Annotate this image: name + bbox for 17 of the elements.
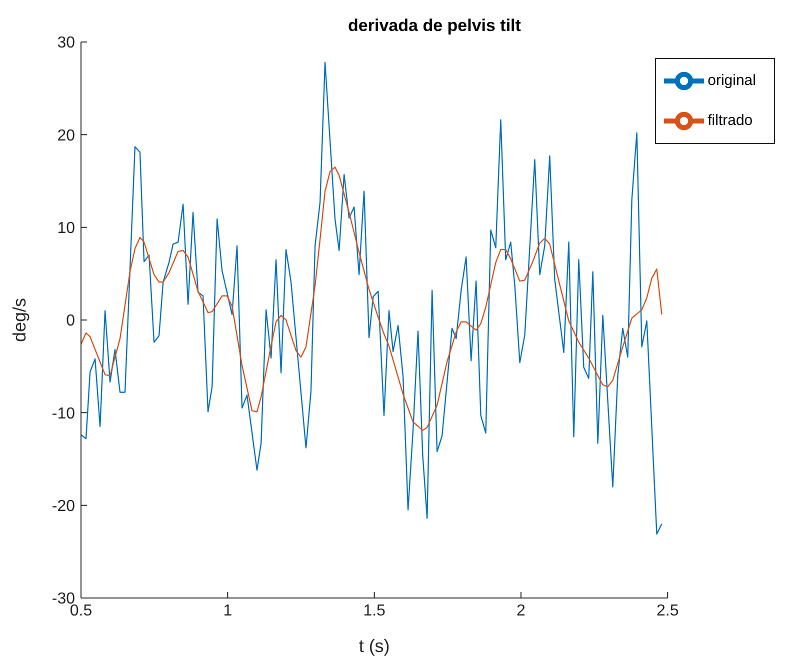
y-tick-label: 10 <box>57 220 76 238</box>
x-tick-label: 1.5 <box>363 602 386 620</box>
y-tick-label: -10 <box>52 405 76 422</box>
line-series <box>81 166 662 431</box>
x-tick-label: 2 <box>516 602 526 620</box>
y-tick-label: -20 <box>52 498 76 516</box>
x-axis-title: t (s) <box>358 636 390 656</box>
x-tick-label: 1 <box>223 602 232 620</box>
y-tick-label: 20 <box>57 127 76 144</box>
y-tick-label: 0 <box>66 312 76 330</box>
chart-title: derivada de pelvis tilt <box>347 16 522 36</box>
x-tick-label: 2.5 <box>656 602 679 620</box>
y-tick-label: 30 <box>57 34 76 52</box>
y-axis-title: deg/s <box>9 298 30 342</box>
legend-label: original <box>708 72 756 89</box>
line-series <box>81 62 662 535</box>
legend-label: filtrado <box>708 112 753 129</box>
